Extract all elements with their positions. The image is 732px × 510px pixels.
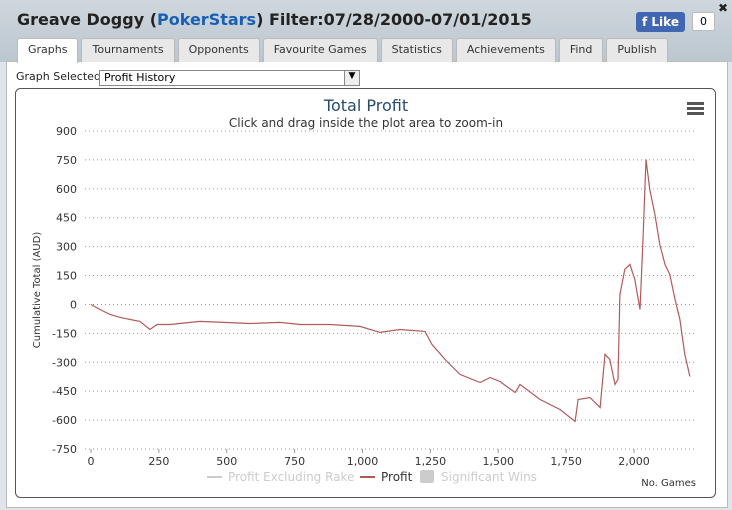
chart: Total Profit Click and drag inside the p… — [15, 88, 716, 498]
y-tick-label: -450 — [52, 385, 77, 398]
y-tick-label: 450 — [56, 212, 77, 225]
tab[interactable]: Favourite Games — [262, 38, 378, 62]
legend-symbol — [420, 470, 434, 483]
x-tick-label: 500 — [216, 455, 237, 468]
tab[interactable]: Graphs — [17, 38, 79, 63]
like-button[interactable]: f Like — [636, 12, 685, 32]
x-axis-label: No. Games — [641, 478, 696, 489]
x-tick-label: 1,750 — [550, 455, 582, 468]
close-button[interactable]: ✖ — [717, 1, 728, 15]
x-tick-label: 250 — [148, 455, 169, 468]
tab[interactable]: Statistics — [380, 38, 453, 62]
like-text: Like — [651, 15, 679, 29]
tab[interactable]: Opponents — [177, 38, 260, 62]
legend-item[interactable]: Significant Wins — [441, 470, 537, 484]
window-title: Greave Doggy (PokerStars) Filter:07/28/2… — [17, 10, 532, 29]
chart-subtitle: Click and drag inside the plot area to z… — [229, 116, 503, 130]
tab[interactable]: Publish — [606, 38, 668, 62]
title-part: ) Filter:07/28/2000-07/01/2015 — [256, 10, 532, 29]
x-tick-label: 1,250 — [415, 455, 447, 468]
y-tick-label: 300 — [56, 241, 77, 254]
y-tick-label: 600 — [56, 183, 77, 196]
menu-button[interactable] — [687, 102, 704, 115]
chart-frame — [15, 88, 716, 498]
profit-line — [90, 159, 691, 423]
y-tick-label: -750 — [52, 443, 77, 456]
y-tick-label: 0 — [70, 298, 77, 311]
site-link[interactable]: PokerStars — [157, 10, 257, 29]
y-tick-label: -600 — [52, 414, 77, 427]
select-value: Profit History — [104, 71, 176, 84]
y-tick-label: 750 — [56, 154, 77, 167]
tab[interactable]: Find — [558, 38, 604, 62]
graph-label: Graph Selected: — [16, 70, 105, 83]
y-tick-label: -150 — [52, 327, 77, 340]
graph-select[interactable]: Profit History ▼ — [99, 70, 360, 86]
x-tick-label: 2,000 — [618, 455, 650, 468]
x-tick-label: 750 — [284, 455, 305, 468]
y-tick-label: 900 — [56, 125, 77, 138]
x-tick-label: 1,500 — [483, 455, 515, 468]
y-tick-label: -300 — [52, 356, 77, 369]
y-tick-label: 150 — [56, 270, 77, 283]
tab[interactable]: Achievements — [455, 38, 556, 62]
y-axis-label: Cumulative Total (AUD) — [32, 232, 43, 349]
tab[interactable]: Tournaments — [81, 38, 175, 62]
title-part: Greave Doggy ( — [17, 10, 158, 29]
x-tick-label: 1,000 — [347, 455, 379, 468]
chart-title: Total Profit — [323, 96, 408, 115]
tab-bar: Graphs Tournaments Opponents Favourite Game… — [17, 38, 668, 63]
x-tick-label: 0 — [88, 455, 95, 468]
legend-item[interactable]: Profit — [381, 470, 413, 484]
legend-item[interactable]: Profit Excluding Rake — [228, 470, 354, 484]
like-count: 0 — [692, 12, 715, 31]
